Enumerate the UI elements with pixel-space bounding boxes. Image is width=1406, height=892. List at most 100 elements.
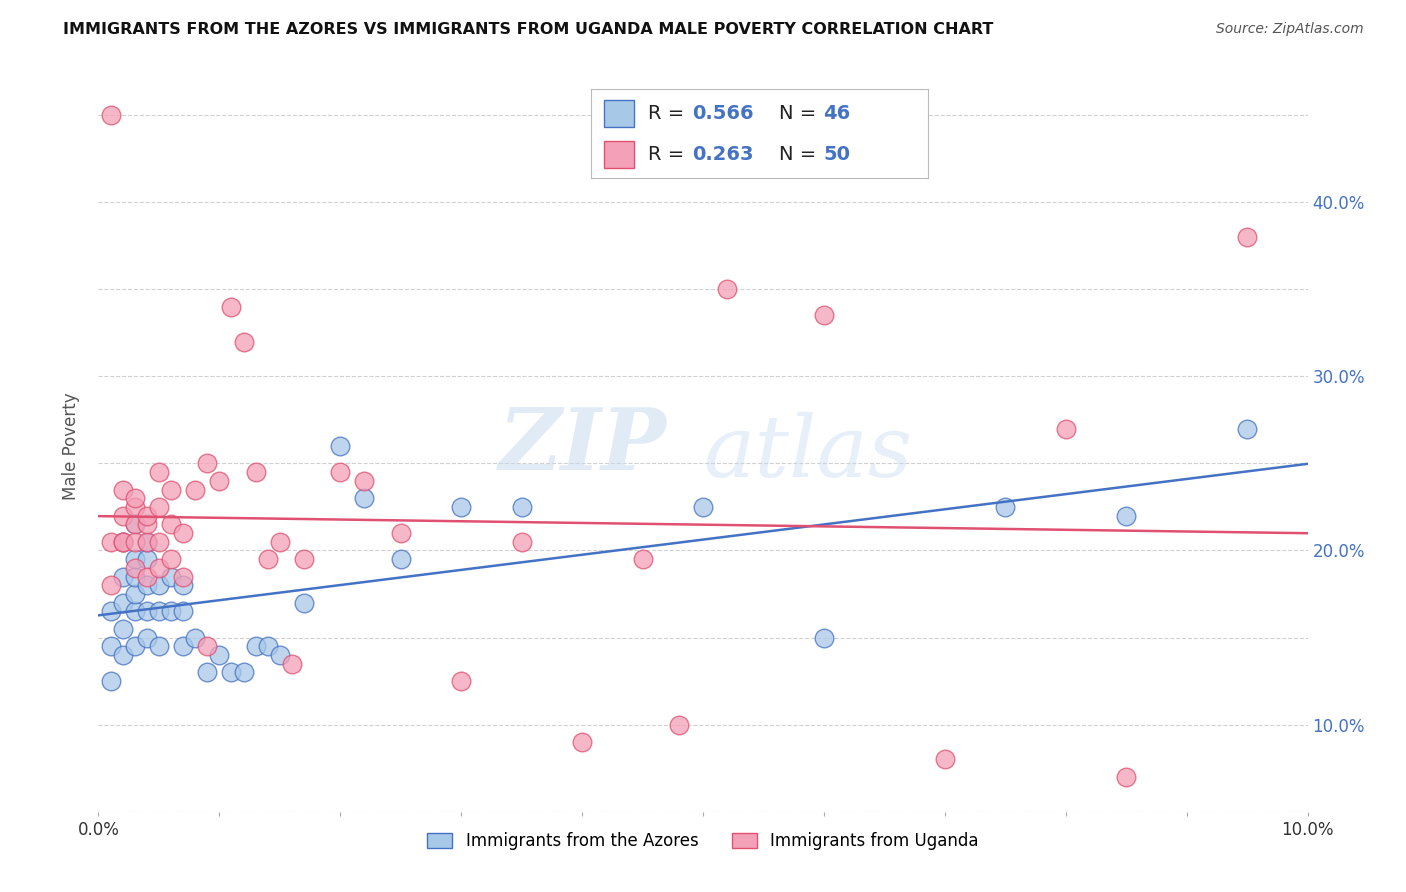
Point <box>1236 230 1258 244</box>
Point <box>668 717 690 731</box>
Point <box>269 534 291 549</box>
Point <box>1115 770 1137 784</box>
Point <box>135 508 157 523</box>
Point <box>100 534 122 549</box>
Point <box>692 500 714 514</box>
Point <box>111 534 134 549</box>
Point <box>716 282 738 296</box>
Point <box>124 569 146 583</box>
Point <box>135 631 157 645</box>
Point <box>111 534 134 549</box>
Point <box>100 108 122 122</box>
Point <box>184 631 207 645</box>
Point <box>160 552 183 566</box>
Point <box>111 569 134 583</box>
Point <box>160 569 183 583</box>
Point <box>135 552 157 566</box>
Point <box>124 604 146 618</box>
Point <box>353 491 375 506</box>
Point <box>450 500 472 514</box>
Point <box>292 552 315 566</box>
Point <box>934 752 956 766</box>
Point <box>329 439 352 453</box>
Text: ZIP: ZIP <box>499 404 666 488</box>
Point <box>172 640 194 654</box>
Point <box>184 483 207 497</box>
Point <box>111 596 134 610</box>
Point <box>389 552 412 566</box>
Point <box>269 648 291 662</box>
Point <box>245 465 267 479</box>
Point <box>148 534 170 549</box>
Point <box>135 534 157 549</box>
Point <box>510 534 533 549</box>
Point <box>124 552 146 566</box>
Point <box>232 665 254 680</box>
Point <box>221 300 243 314</box>
Point <box>510 500 533 514</box>
Y-axis label: Male Poverty: Male Poverty <box>62 392 80 500</box>
Point <box>172 526 194 541</box>
Point <box>148 561 170 575</box>
Point <box>124 640 146 654</box>
Point <box>631 552 654 566</box>
Point <box>172 569 194 583</box>
Point <box>1236 421 1258 435</box>
Text: atlas: atlas <box>703 412 912 495</box>
Point <box>195 640 218 654</box>
Point <box>135 534 157 549</box>
Point <box>124 517 146 532</box>
Text: N =: N = <box>779 145 823 164</box>
Point <box>571 735 593 749</box>
Point <box>172 578 194 592</box>
Point <box>124 517 146 532</box>
Text: IMMIGRANTS FROM THE AZORES VS IMMIGRANTS FROM UGANDA MALE POVERTY CORRELATION CH: IMMIGRANTS FROM THE AZORES VS IMMIGRANTS… <box>63 22 994 37</box>
Point <box>100 640 122 654</box>
Point <box>148 500 170 514</box>
Point <box>148 578 170 592</box>
Point <box>124 561 146 575</box>
Point <box>245 640 267 654</box>
Point <box>135 517 157 532</box>
Point <box>124 534 146 549</box>
Point <box>1054 421 1077 435</box>
Point <box>256 552 278 566</box>
Point <box>111 534 134 549</box>
Text: 0.566: 0.566 <box>692 103 754 123</box>
Point <box>148 465 170 479</box>
Point <box>160 604 183 618</box>
Point <box>124 587 146 601</box>
Point <box>124 500 146 514</box>
Point <box>232 334 254 349</box>
Text: Source: ZipAtlas.com: Source: ZipAtlas.com <box>1216 22 1364 37</box>
Point <box>172 604 194 618</box>
Text: R =: R = <box>648 145 690 164</box>
FancyBboxPatch shape <box>605 141 634 168</box>
Point <box>135 569 157 583</box>
Point <box>353 474 375 488</box>
Legend: Immigrants from the Azores, Immigrants from Uganda: Immigrants from the Azores, Immigrants f… <box>419 823 987 858</box>
Point <box>208 648 231 662</box>
Point <box>1115 508 1137 523</box>
Point <box>221 665 243 680</box>
FancyBboxPatch shape <box>605 100 634 127</box>
Point <box>292 596 315 610</box>
Point <box>195 457 218 471</box>
Point <box>148 640 170 654</box>
Text: R =: R = <box>648 103 690 123</box>
Point <box>100 604 122 618</box>
Point <box>135 578 157 592</box>
Point <box>111 622 134 636</box>
Point <box>281 657 304 671</box>
Point <box>329 465 352 479</box>
Point <box>135 604 157 618</box>
Point <box>111 648 134 662</box>
Point <box>813 631 835 645</box>
Point <box>208 474 231 488</box>
Point <box>160 483 183 497</box>
Point <box>124 491 146 506</box>
Point <box>450 674 472 689</box>
Point <box>195 665 218 680</box>
Point <box>256 640 278 654</box>
Text: N =: N = <box>779 103 823 123</box>
